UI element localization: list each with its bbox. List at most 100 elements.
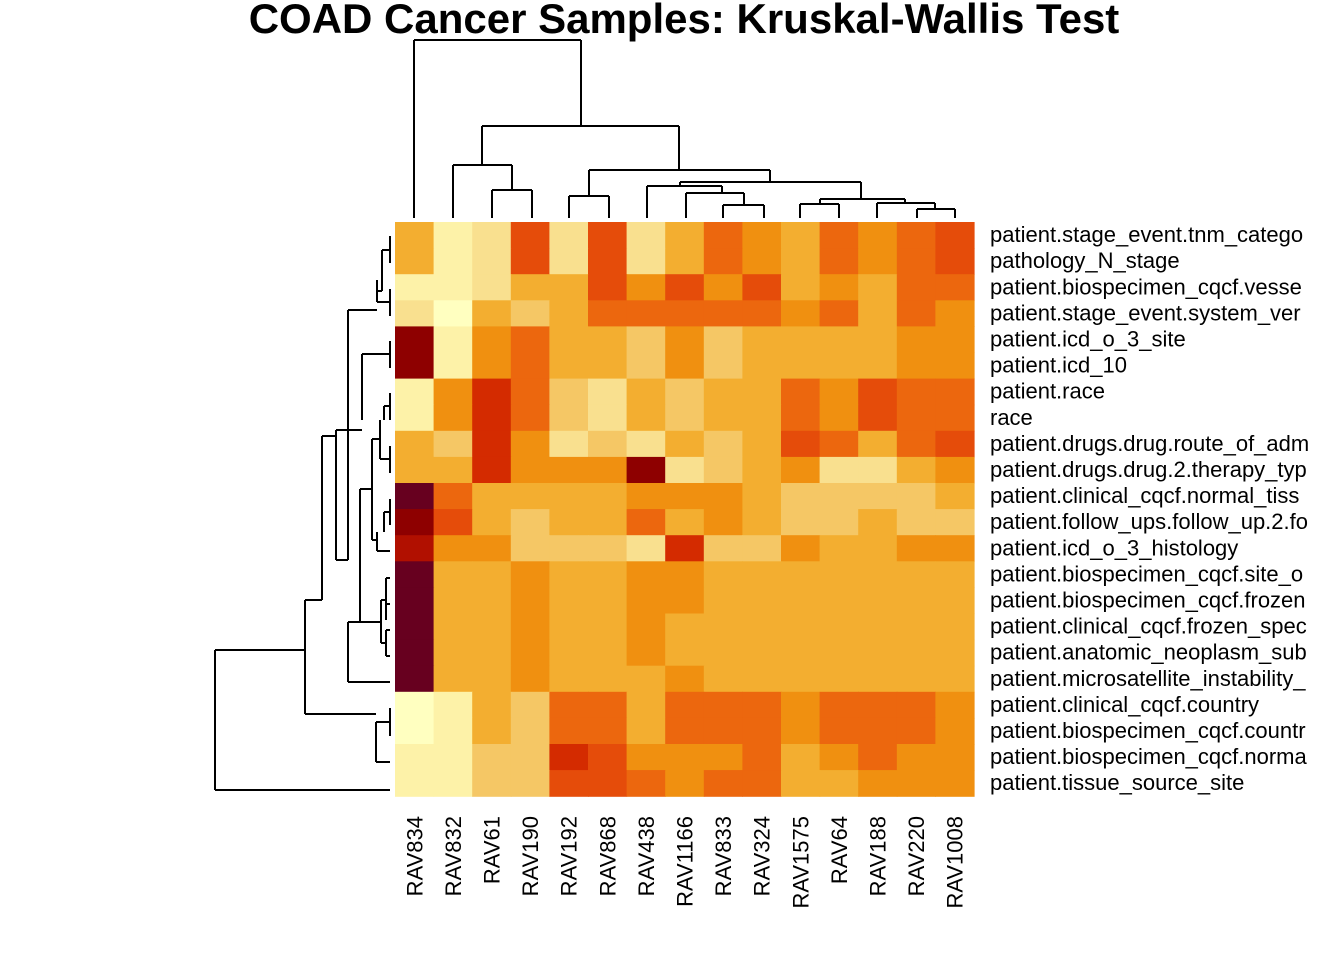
heatmap-cell: [935, 509, 975, 536]
heatmap-cell: [395, 613, 435, 641]
heatmap-cell: [472, 222, 512, 249]
column-label: RAV832: [441, 816, 466, 896]
heatmap-cell: [781, 430, 821, 458]
heatmap-cell: [510, 456, 550, 484]
heatmap-cell: [395, 378, 435, 406]
heatmap-cell: [896, 770, 936, 797]
heatmap-cell: [858, 352, 898, 380]
heatmap-cell: [781, 691, 821, 719]
heatmap-cell: [781, 744, 821, 771]
heatmap-cell: [665, 430, 705, 458]
heatmap-cell: [588, 404, 628, 432]
heatmap-cell: [703, 430, 743, 458]
row-labels: patient.stage_event.tnm_categopathology_…: [990, 222, 1309, 795]
heatmap-cell: [433, 456, 473, 484]
heatmap-cell: [472, 300, 512, 327]
heatmap-cell: [819, 352, 859, 380]
heatmap-cell: [781, 665, 821, 693]
heatmap-cell: [665, 300, 705, 327]
row-label: patient.biospecimen_cqcf.frozen: [990, 587, 1306, 612]
heatmap-cell: [510, 587, 550, 615]
heatmap-cell: [665, 665, 705, 693]
heatmap-cell: [896, 691, 936, 719]
heatmap-cell: [742, 744, 782, 771]
row-label: patient.race: [990, 379, 1105, 404]
heatmap-cell: [510, 248, 550, 275]
heatmap-cell: [665, 326, 705, 354]
heatmap-cell: [626, 274, 666, 301]
heatmap-cell: [819, 717, 859, 745]
heatmap-cell: [742, 587, 782, 615]
heatmap-cell: [472, 717, 512, 745]
heatmap-cell: [588, 717, 628, 745]
column-label: RAV190: [518, 816, 543, 896]
heatmap-cell: [588, 326, 628, 354]
column-labels: RAV834 RAV832 RAV61 RAV190 RAV192 RAV868 RAV43…: [402, 816, 967, 909]
heatmap-cell: [395, 248, 435, 275]
heatmap-cell: [858, 717, 898, 745]
heatmap-cell: [549, 248, 589, 275]
heatmap-cell: [588, 535, 628, 562]
heatmap-cell: [472, 691, 512, 719]
heatmap-cell: [395, 456, 435, 484]
row-label: patient.clinical_cqcf.normal_tiss: [990, 483, 1299, 508]
heatmap-cell: [819, 561, 859, 588]
heatmap-cell: [588, 613, 628, 641]
row-label: patient.microsatellite_instability_: [990, 666, 1306, 691]
heatmap-cell: [703, 639, 743, 667]
heatmap-cell: [935, 430, 975, 458]
heatmap-cell: [588, 248, 628, 275]
heatmap-cell: [626, 483, 666, 510]
heatmap-cell: [781, 456, 821, 484]
heatmap-cell: [742, 378, 782, 406]
heatmap-cell: [665, 587, 705, 615]
heatmap-cell: [935, 744, 975, 771]
heatmap-cell: [703, 509, 743, 536]
heatmap-cell: [858, 222, 898, 249]
heatmap-cell: [433, 404, 473, 432]
heatmap-cell: [472, 561, 512, 588]
heatmap-cell: [626, 404, 666, 432]
heatmap-cell: [665, 509, 705, 536]
heatmap-cell: [935, 665, 975, 693]
heatmap-cell: [433, 300, 473, 327]
heatmap-cell: [665, 404, 705, 432]
heatmap-cell: [588, 352, 628, 380]
heatmap-cell: [510, 222, 550, 249]
heatmap-cell: [858, 274, 898, 301]
heatmap-cell: [896, 717, 936, 745]
heatmap-cell: [896, 639, 936, 667]
heatmap-cell: [781, 535, 821, 562]
heatmap-cell: [510, 561, 550, 588]
heatmap-cell: [433, 665, 473, 693]
heatmap-cell: [549, 691, 589, 719]
heatmap-cell: [935, 770, 975, 797]
heatmap-cell: [549, 222, 589, 249]
heatmap-cell: [896, 665, 936, 693]
heatmap-cell: [549, 561, 589, 588]
heatmap-cell: [819, 456, 859, 484]
heatmap-cell: [896, 535, 936, 562]
heatmap-cell: [665, 691, 705, 719]
heatmap-cell: [626, 352, 666, 380]
heatmap-cell: [703, 378, 743, 406]
heatmap-cell: [781, 378, 821, 406]
heatmap-cell: [626, 248, 666, 275]
heatmap-cell: [896, 300, 936, 327]
heatmap-cell: [781, 483, 821, 510]
heatmap-cell: [896, 430, 936, 458]
heatmap-cell: [819, 770, 859, 797]
heatmap-cell: [742, 561, 782, 588]
heatmap-cell: [781, 352, 821, 380]
column-label: RAV833: [711, 816, 736, 896]
heatmap-cell: [549, 483, 589, 510]
heatmap-cell: [395, 509, 435, 536]
heatmap-cell: [935, 404, 975, 432]
heatmap-cell: [781, 561, 821, 588]
column-label: RAV438: [634, 816, 659, 896]
heatmap-cell: [549, 326, 589, 354]
heatmap-cell: [781, 248, 821, 275]
heatmap-cell: [510, 691, 550, 719]
chart-title: COAD Cancer Samples: Kruskal-Wallis Test: [249, 0, 1120, 42]
heatmap-cell: [626, 509, 666, 536]
